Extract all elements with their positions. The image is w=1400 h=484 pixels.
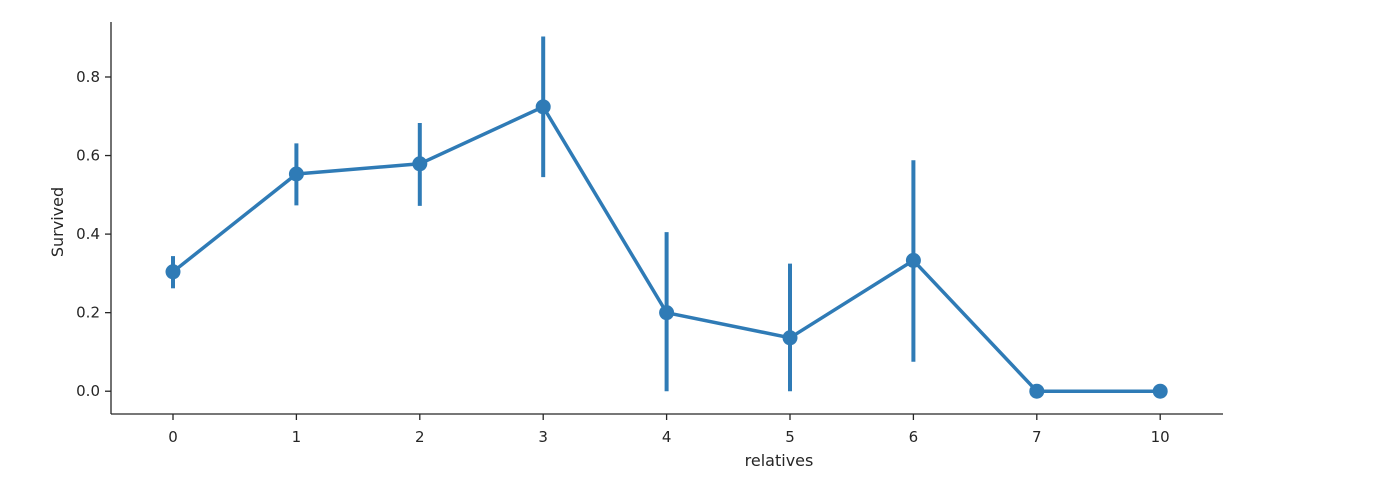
y-axis-label: Survived xyxy=(48,187,67,257)
x-ticks: 0 1 2 3 4 5 6 7 10 xyxy=(168,414,1170,446)
data-point xyxy=(905,252,921,268)
data-point xyxy=(1029,383,1045,399)
data-points xyxy=(165,99,1168,399)
y-tick-label: 0.2 xyxy=(76,304,100,322)
x-tick-label: 5 xyxy=(785,428,795,446)
y-tick-label: 0.8 xyxy=(76,68,100,86)
x-tick-label: 1 xyxy=(292,428,302,446)
x-tick-label: 3 xyxy=(538,428,548,446)
x-tick-label: 7 xyxy=(1032,428,1042,446)
y-tick-label: 0.0 xyxy=(76,382,100,400)
x-axis-label: relatives xyxy=(745,451,814,470)
error-bars xyxy=(171,36,916,392)
data-point xyxy=(412,156,428,172)
y-tick-label: 0.6 xyxy=(76,147,100,165)
data-point xyxy=(1152,383,1168,399)
x-tick-label: 4 xyxy=(662,428,672,446)
y-ticks: 0.0 0.2 0.4 0.6 0.8 xyxy=(76,68,111,400)
data-point xyxy=(165,264,181,280)
x-tick-label: 10 xyxy=(1151,428,1170,446)
x-tick-label: 0 xyxy=(168,428,178,446)
data-point xyxy=(535,99,551,115)
data-point xyxy=(782,330,798,346)
x-tick-label: 6 xyxy=(909,428,919,446)
x-tick-label: 2 xyxy=(415,428,425,446)
data-point xyxy=(659,305,675,321)
data-point xyxy=(288,166,304,182)
y-tick-label: 0.4 xyxy=(76,225,100,243)
